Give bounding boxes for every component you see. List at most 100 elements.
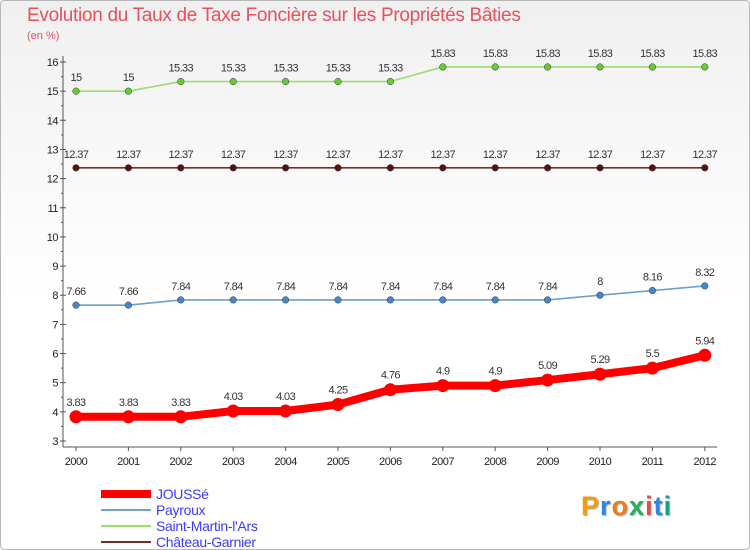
data-label: 12.37 [588,149,613,161]
data-point [72,164,80,172]
legend-item: Payroux [101,503,361,519]
x-tick-label: 2002 [170,456,193,468]
data-label: 5.09 [538,360,557,372]
data-label: 15 [123,72,135,84]
y-tick-label: 12 [47,174,59,186]
data-label: 12.37 [640,149,665,161]
data-label: 7.84 [433,281,452,293]
data-point [596,63,604,71]
data-point [648,164,656,172]
data-label: 4.9 [436,366,450,378]
y-tick-label: 7 [52,319,58,331]
data-point [229,296,237,304]
data-label: 12.37 [693,149,718,161]
data-label: 12.37 [535,149,560,161]
data-point [121,410,135,424]
data-label: 15.83 [588,48,613,60]
data-label: 4.03 [224,391,243,403]
legend-label: Saint-Martin-l'Ars [156,518,258,534]
data-label: 15.33 [221,63,246,75]
data-point [491,164,499,172]
data-label: 15.33 [169,63,194,75]
data-label: 12.37 [326,149,351,161]
data-point [436,379,450,393]
y-tick-label: 9 [52,261,58,273]
data-point [593,367,607,381]
y-tick-label: 14 [47,115,59,127]
data-label: 5.29 [590,354,609,366]
data-label: 7.84 [486,281,505,293]
data-point [544,63,552,71]
legend-swatch [101,541,151,543]
data-label: 12.37 [169,149,194,161]
x-tick-label: 2006 [379,456,402,468]
legend-swatch [101,509,151,511]
x-tick-label: 2000 [65,456,88,468]
legend-label: Château-Garnier [156,534,256,550]
data-point [488,379,502,393]
y-tick-label: 11 [48,203,59,215]
data-point [177,77,185,86]
data-point [177,164,185,172]
data-label: 12.37 [64,149,89,161]
data-label: 7.84 [538,281,557,293]
data-point [386,77,394,86]
data-label: 4.9 [488,366,502,378]
data-label: 12.37 [378,149,403,161]
data-point [386,296,394,304]
data-label: 15.83 [640,48,665,60]
legend-swatch [101,525,151,527]
data-point [596,164,604,172]
y-tick-label: 15 [47,86,59,98]
data-label: 8 [597,276,603,288]
data-label: 7.66 [119,286,138,298]
data-point [72,87,80,95]
data-point [334,164,342,172]
data-point [226,404,240,418]
data-label: 15.83 [535,48,560,60]
y-tick-label: 4 [52,407,58,419]
x-tick-label: 2007 [432,456,455,468]
legend-item: Saint-Martin-l'Ars [101,519,361,535]
data-label: 15 [70,72,82,84]
data-point [279,404,293,418]
data-label: 8.16 [643,272,662,284]
data-point [645,361,659,375]
data-point [124,87,132,95]
data-point [491,296,499,304]
x-tick-label: 2004 [274,456,297,468]
data-point [334,296,342,304]
legend-label: JOUSSé [156,486,209,502]
legend-label: Payroux [156,502,206,518]
data-label: 4.76 [381,370,400,382]
x-tick-label: 2008 [484,456,507,468]
data-point [331,398,345,412]
x-tick-label: 2009 [536,456,559,468]
chart-unit-label: (en %) [27,30,60,42]
data-point [596,291,604,299]
x-tick-label: 2003 [222,456,245,468]
y-tick-label: 3 [52,436,58,448]
data-point [69,410,83,424]
data-point [72,301,80,309]
data-label: 3.83 [66,397,85,409]
data-point [282,296,290,304]
y-tick-label: 8 [52,290,58,302]
y-tick-label: 16 [47,57,59,69]
data-point [229,164,237,172]
data-label: 12.37 [273,149,298,161]
data-point [386,164,394,172]
data-point [334,77,342,86]
data-point [544,296,552,304]
data-point [698,348,712,362]
data-point [648,63,656,71]
data-label: 4.03 [276,391,295,403]
data-label: 5.5 [646,348,660,360]
y-tick-label: 5 [52,378,58,390]
data-point [701,282,709,290]
x-tick-label: 2011 [642,456,664,468]
data-point [282,164,290,172]
data-point [701,63,709,71]
